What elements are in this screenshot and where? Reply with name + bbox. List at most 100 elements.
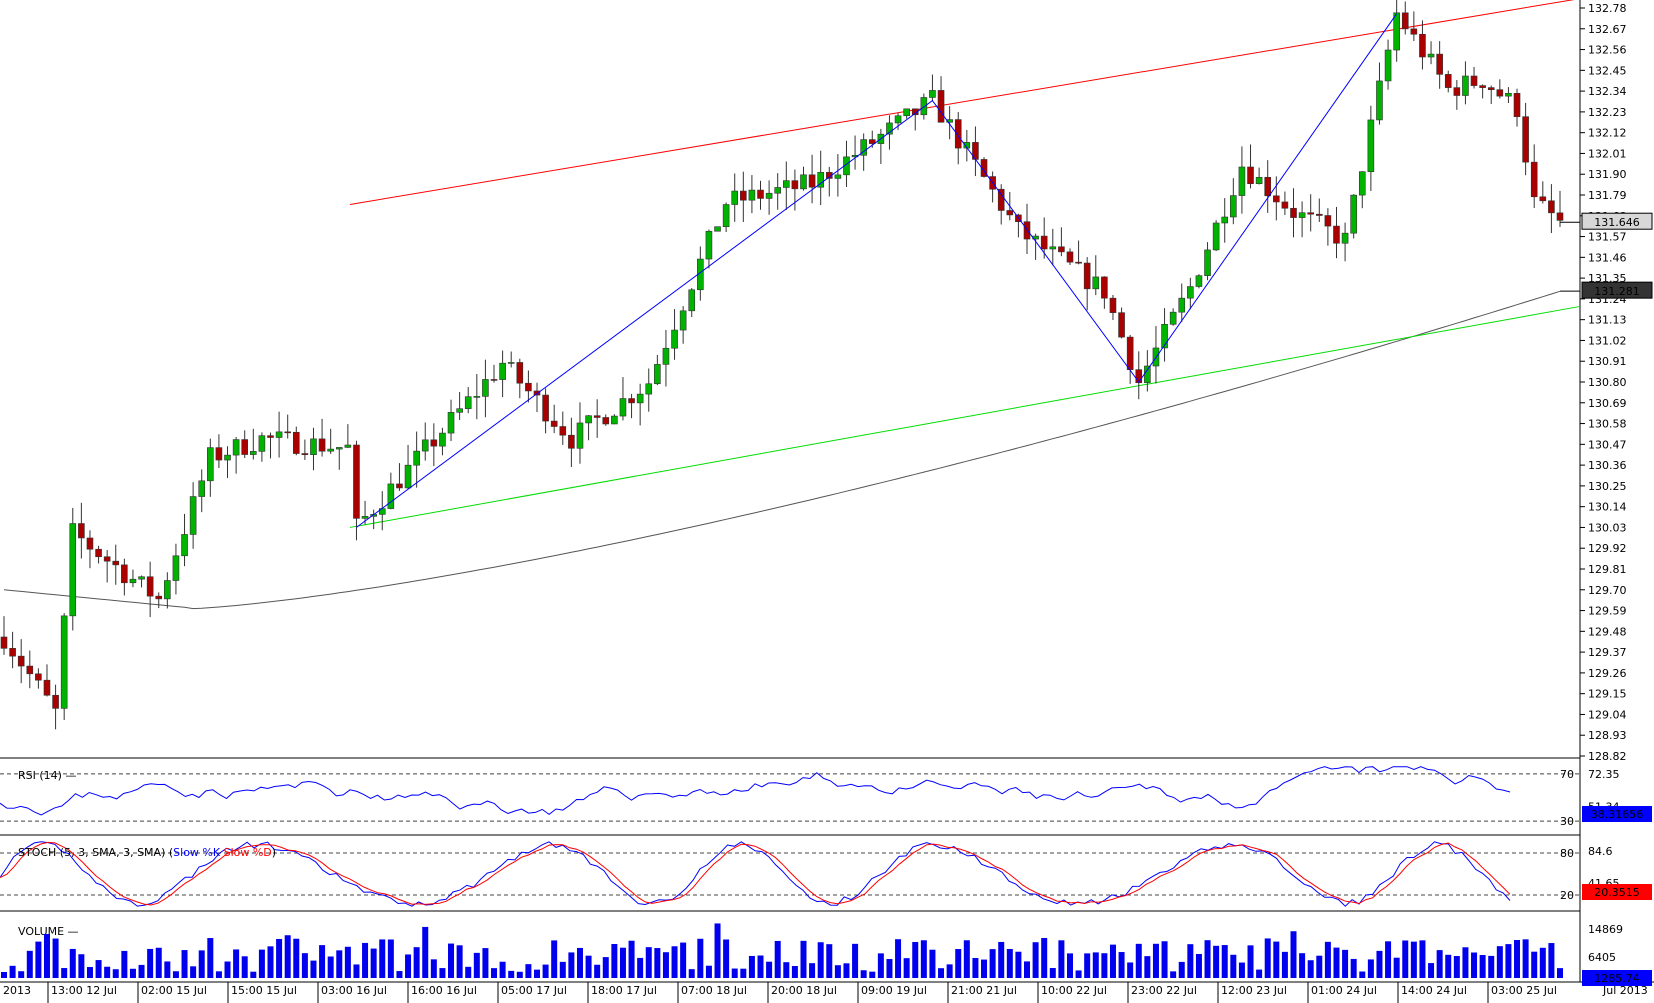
- volume-bar: [611, 944, 618, 978]
- candle-body: [980, 159, 988, 177]
- candle-body: [765, 192, 773, 199]
- time-label: 01:00 24 Jul: [1311, 984, 1377, 997]
- candle-body: [937, 90, 945, 123]
- candle-body: [1230, 195, 1237, 218]
- volume-bar: [1118, 952, 1125, 978]
- candle-body: [0, 636, 8, 649]
- candle-body: [26, 665, 34, 675]
- volume-bar: [654, 948, 661, 978]
- volume-bar: [834, 965, 841, 978]
- volume-bar: [336, 950, 343, 978]
- candle-body: [1212, 222, 1220, 251]
- volume-tick-label: 14869: [1588, 923, 1623, 936]
- candle-body: [808, 174, 816, 188]
- candle-body: [705, 230, 713, 260]
- volume-bar: [1041, 938, 1048, 978]
- candle-body: [1187, 286, 1194, 299]
- volume-bar: [78, 954, 85, 978]
- volume-bar: [1402, 940, 1409, 978]
- volume-bar: [456, 945, 463, 978]
- candle-body: [671, 329, 678, 349]
- volume-bar: [791, 965, 798, 978]
- candle-body: [301, 453, 309, 455]
- volume-bar: [1006, 948, 1013, 978]
- price-tick-label: 132.12: [1588, 127, 1627, 140]
- price-tick-label: 128.93: [1588, 729, 1627, 742]
- candle-body: [138, 576, 145, 580]
- volume-bar: [241, 956, 248, 978]
- volume-bar: [129, 968, 136, 978]
- candle-body: [447, 412, 455, 434]
- volume-bar: [43, 933, 50, 978]
- candle-body: [1006, 210, 1014, 216]
- candle-body: [1109, 297, 1117, 313]
- candle-body: [946, 119, 953, 123]
- volume-bar: [619, 947, 626, 978]
- volume-bar: [1367, 959, 1374, 978]
- volume-bar: [955, 949, 962, 978]
- volume-bar: [989, 949, 996, 978]
- volume-bar: [172, 971, 179, 978]
- volume-bar: [533, 969, 540, 978]
- volume-bar: [353, 964, 360, 978]
- candle-body: [52, 694, 59, 709]
- volume-bar: [542, 964, 549, 978]
- candle-body: [413, 450, 420, 466]
- volume-value-label: 1285.74: [1594, 972, 1640, 985]
- volume-bar: [35, 941, 42, 978]
- volume-bar: [18, 971, 25, 978]
- volume-bar: [946, 964, 953, 978]
- candle-body: [284, 431, 291, 434]
- volume-label: VOLUME —: [18, 925, 79, 938]
- volume-bar: [362, 942, 369, 978]
- candle-body: [714, 226, 721, 232]
- zigzag-line: [356, 13, 1398, 528]
- candle-body: [1496, 89, 1504, 97]
- price-tick-label: 130.36: [1588, 459, 1627, 472]
- price-tick-label: 129.15: [1588, 688, 1627, 701]
- volume-bar: [1109, 944, 1116, 978]
- volume-bar: [26, 950, 33, 978]
- candle-body: [1118, 312, 1125, 338]
- osc-label: STOCH (5, 3, SMA, 3, SMA) (Slow %K Slow …: [18, 846, 276, 859]
- time-label: 10:00 22 Jul: [1041, 984, 1107, 997]
- candle-body: [1101, 276, 1108, 299]
- candle-body: [1221, 216, 1229, 224]
- ma-polyline: [3, 290, 1561, 610]
- volume-bar: [826, 944, 833, 978]
- candlesticks: [0, 0, 1564, 730]
- volume-bar: [439, 968, 446, 978]
- volume-bar: [525, 964, 532, 978]
- volume-bar: [680, 942, 687, 978]
- volume-bar: [1290, 931, 1297, 978]
- candle-body: [86, 537, 94, 550]
- candle-body: [310, 438, 317, 455]
- candle-body: [1178, 297, 1186, 313]
- ma-price-label: 131.281: [1594, 285, 1640, 298]
- volume-bar: [1522, 939, 1529, 978]
- volume-bar: [929, 949, 936, 978]
- time-label: 09:00 19 Jul: [861, 984, 927, 997]
- volume-bar: [1161, 941, 1168, 978]
- volume-bar: [1419, 940, 1426, 978]
- volume-bar: [1092, 952, 1099, 978]
- candle-body: [1058, 246, 1065, 253]
- volume-bar: [895, 939, 902, 978]
- volume-bar: [1170, 971, 1177, 978]
- volume-bar: [843, 963, 850, 978]
- candle-body: [267, 435, 274, 438]
- candle-body: [1358, 171, 1366, 196]
- volume-bar: [276, 938, 283, 978]
- volume-bar: [1496, 946, 1503, 978]
- candle-body: [43, 679, 51, 696]
- candle-body: [335, 447, 343, 450]
- volume-bar: [723, 939, 730, 978]
- candle-body: [1298, 212, 1306, 218]
- volume-bar: [705, 965, 712, 978]
- volume-bar: [1, 971, 7, 978]
- candle-body: [516, 362, 524, 384]
- price-tick-label: 132.45: [1588, 64, 1627, 77]
- price-tick-label: 129.37: [1588, 646, 1627, 659]
- time-label: 07:00 18 Jul: [681, 984, 747, 997]
- candle-body: [576, 422, 584, 449]
